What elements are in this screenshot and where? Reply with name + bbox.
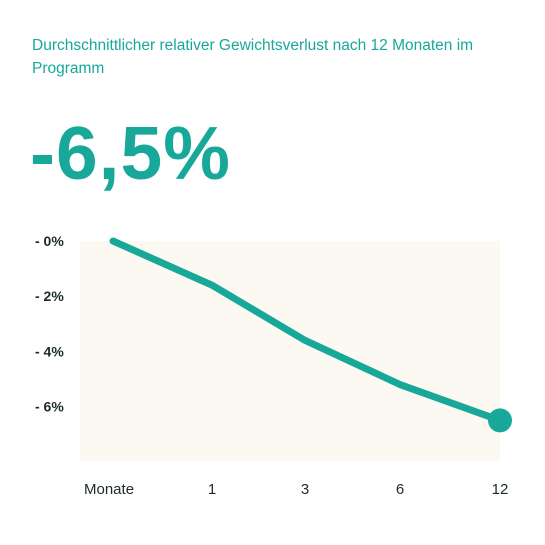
weight-loss-line <box>109 237 504 424</box>
x-tick-label: 1 <box>208 481 216 498</box>
y-tick-label: - 2% <box>35 288 64 304</box>
chart-subtitle: Durchschnittlicher relativer Gewichtsver… <box>32 37 474 77</box>
y-tick-label: - 6% <box>35 399 64 415</box>
plot-area-background <box>80 241 500 461</box>
x-tick-label: 3 <box>301 481 309 498</box>
x-tick-label: 6 <box>396 481 404 498</box>
x-tick-label: Monate <box>84 481 134 498</box>
headline-value: -6,5% <box>30 111 231 195</box>
x-tick-label: 12 <box>492 481 509 498</box>
y-tick-label: - 4% <box>35 343 64 359</box>
end-point-marker <box>488 408 512 433</box>
y-tick-label: - 0% <box>35 233 64 249</box>
